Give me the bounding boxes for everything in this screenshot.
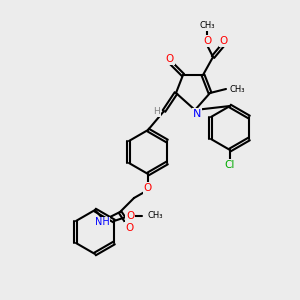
Text: O: O bbox=[220, 36, 228, 46]
Text: O: O bbox=[126, 211, 134, 221]
Text: NH: NH bbox=[94, 217, 110, 227]
Text: O: O bbox=[144, 183, 152, 193]
Text: CH₃: CH₃ bbox=[147, 212, 163, 220]
Text: CH₃: CH₃ bbox=[199, 22, 215, 31]
Text: CH₃: CH₃ bbox=[230, 85, 245, 94]
Text: O: O bbox=[125, 223, 133, 233]
Text: N: N bbox=[193, 109, 201, 119]
Text: O: O bbox=[166, 54, 174, 64]
Text: H: H bbox=[154, 107, 160, 116]
Text: Cl: Cl bbox=[225, 160, 235, 170]
Text: O: O bbox=[203, 36, 211, 46]
